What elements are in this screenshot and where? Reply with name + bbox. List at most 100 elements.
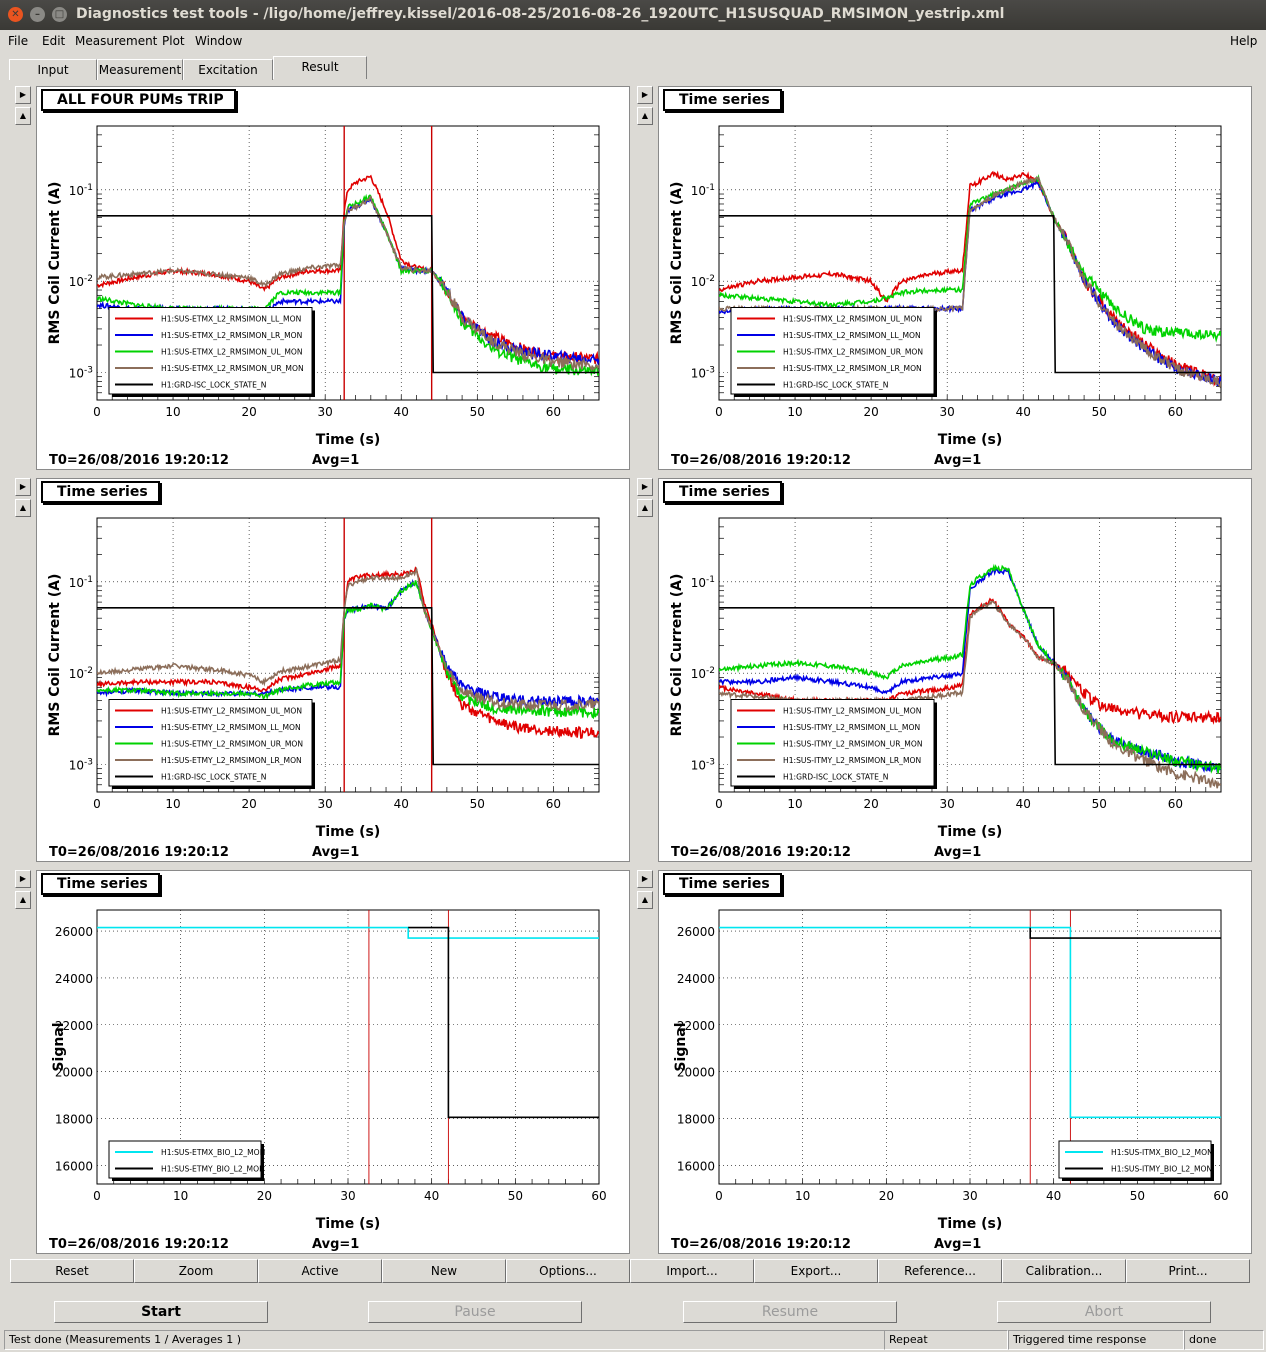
panel-1-collapse-button[interactable]: ▲ bbox=[15, 107, 31, 125]
rms-plot-itmy[interactable]: 0 10 20 30 40 50 60 10-3 10-2 10-1 Time (s) RMS Coi… bbox=[659, 479, 1251, 861]
y-axis-label: RMS Coil Current (A) bbox=[47, 574, 63, 737]
legend-entry: H1:SUS-ETMY_L2_RMSIMON_UL_MON bbox=[161, 707, 302, 716]
legend-entry: H1:SUS-ETMX_BIO_L2_MON bbox=[161, 1148, 265, 1157]
series-line-black bbox=[719, 607, 1221, 766]
x-tick-label: 60 bbox=[546, 405, 561, 419]
x-axis-label: Time (s) bbox=[938, 1216, 1002, 1232]
menu-file[interactable]: File bbox=[8, 34, 29, 48]
x-axis-label: Time (s) bbox=[316, 432, 380, 448]
panel-3-collapse-button[interactable]: ▲ bbox=[15, 499, 31, 517]
x-axis-label: Time (s) bbox=[938, 824, 1002, 840]
y-tick-label: 10-1 bbox=[69, 575, 93, 590]
tab-input[interactable]: Input bbox=[9, 59, 97, 80]
x-tick-label: 30 bbox=[940, 797, 955, 811]
legend-entry: H1:SUS-ITMX_L2_RMSIMON_LL_MON bbox=[783, 331, 921, 340]
menu-help[interactable]: Help bbox=[1230, 34, 1258, 48]
x-tick-label: 10 bbox=[787, 797, 802, 811]
x-tick-label: 20 bbox=[257, 1189, 272, 1203]
x-tick-label: 40 bbox=[1046, 1189, 1061, 1203]
status-mode: Repeat bbox=[884, 1330, 1008, 1350]
plot-panel-4[interactable]: 0 10 20 30 40 50 60 10-3 10-2 10-1 Time (s) RMS Coi… bbox=[658, 478, 1252, 862]
x-tick-label: 0 bbox=[715, 405, 723, 419]
panel-6-arrows: ▶ ▲ bbox=[637, 870, 653, 912]
rms-plot-etmx[interactable]: 0 10 20 30 40 50 60 10-3 10-2 10-1 Time (s) RMS Coi… bbox=[37, 87, 629, 469]
pause-button[interactable]: Pause bbox=[368, 1301, 582, 1323]
x-axis-label: Time (s) bbox=[938, 432, 1002, 448]
panel-2-expand-button[interactable]: ▶ bbox=[637, 86, 653, 104]
x-tick-label: 10 bbox=[787, 405, 802, 419]
menu-bar: File Edit Measurement Plot Window Help bbox=[0, 30, 1266, 52]
abort-button[interactable]: Abort bbox=[997, 1301, 1211, 1323]
reset-button[interactable]: Reset bbox=[10, 1259, 134, 1283]
panel-1-arrows: ▶ ▲ bbox=[15, 86, 31, 128]
calibration-button[interactable]: Calibration... bbox=[1002, 1259, 1126, 1283]
new-button[interactable]: New bbox=[382, 1259, 506, 1283]
panel-3-expand-button[interactable]: ▶ bbox=[15, 478, 31, 496]
legend-entry: H1:SUS-ITMX_L2_RMSIMON_UR_MON bbox=[783, 348, 923, 357]
series-line-black bbox=[97, 607, 599, 766]
minimize-window-button[interactable]: – bbox=[30, 7, 45, 22]
panel-2-collapse-button[interactable]: ▲ bbox=[637, 107, 653, 125]
avg-label: Avg=1 bbox=[312, 453, 360, 468]
close-window-button[interactable]: ✕ bbox=[8, 7, 23, 22]
plot-panel-1[interactable]: 0 10 20 30 40 50 60 10-3 10-2 10-1 Time (s) RMS Coi… bbox=[36, 86, 630, 470]
legend-entry: H1:SUS-ITMY_L2_RMSIMON_UR_MON bbox=[783, 740, 923, 749]
menu-window[interactable]: Window bbox=[195, 34, 243, 48]
panel-6-collapse-button[interactable]: ▲ bbox=[637, 891, 653, 909]
panel-4-expand-button[interactable]: ▶ bbox=[637, 478, 653, 496]
y-tick-label: 10-1 bbox=[691, 575, 715, 590]
legend-entry: H1:SUS-ITMX_L2_RMSIMON_UL_MON bbox=[783, 315, 922, 324]
title-bar: ✕ – □ Diagnostics test tools - /ligo/hom… bbox=[0, 0, 1266, 30]
legend-entry: H1:SUS-ETMX_L2_RMSIMON_LL_MON bbox=[161, 315, 301, 324]
options-button[interactable]: Options... bbox=[506, 1259, 630, 1283]
reference-button[interactable]: Reference... bbox=[878, 1259, 1002, 1283]
panel-1-expand-button[interactable]: ▶ bbox=[15, 86, 31, 104]
plot-panel-5[interactable]: 0 10 20 30 40 50 60 16000 18000 20000 22000 24000 26… bbox=[36, 870, 630, 1254]
active-button[interactable]: Active bbox=[258, 1259, 382, 1283]
rms-plot-itmx[interactable]: 0 10 20 30 40 50 60 10-3 10-2 10-1 Time (s) RMS Coi… bbox=[659, 87, 1251, 469]
series-line-black bbox=[1029, 927, 1221, 939]
y-tick-label: 10-3 bbox=[691, 758, 715, 773]
x-tick-label: 60 bbox=[1168, 797, 1183, 811]
y-tick-label: 22000 bbox=[677, 1019, 715, 1033]
rms-plot-etmy[interactable]: 0 10 20 30 40 50 60 10-3 10-2 10-1 Time (s) RMS Coi… bbox=[37, 479, 629, 861]
zoom-button[interactable]: Zoom bbox=[134, 1259, 258, 1283]
panel-6-expand-button[interactable]: ▶ bbox=[637, 870, 653, 888]
bio-plot-itm[interactable]: 0 10 20 30 40 50 60 16000 18000 20000 22000 24000 26… bbox=[659, 871, 1251, 1253]
series-line-cyan bbox=[719, 926, 1221, 1119]
panel-title: Time series bbox=[41, 873, 160, 895]
print-button[interactable]: Print... bbox=[1126, 1259, 1250, 1283]
legend-entry: H1:SUS-ETMX_L2_RMSIMON_UR_MON bbox=[161, 364, 304, 373]
menu-edit[interactable]: Edit bbox=[42, 34, 66, 48]
y-tick-label: 18000 bbox=[677, 1112, 715, 1126]
plot-panel-6[interactable]: 0 10 20 30 40 50 60 16000 18000 20000 22000 24000 26… bbox=[658, 870, 1252, 1254]
tab-measurement[interactable]: Measurement bbox=[97, 59, 183, 80]
panel-4-collapse-button[interactable]: ▲ bbox=[637, 499, 653, 517]
plot-panel-3[interactable]: 0 10 20 30 40 50 60 10-3 10-2 10-1 Time (s) RMS Coi… bbox=[36, 478, 630, 862]
menu-plot[interactable]: Plot bbox=[162, 34, 185, 48]
export-button[interactable]: Export... bbox=[754, 1259, 878, 1283]
y-tick-label: 16000 bbox=[677, 1159, 715, 1173]
menu-measurement[interactable]: Measurement bbox=[75, 34, 158, 48]
t0-label: T0=26/08/2016 19:20:12 bbox=[671, 453, 851, 468]
maximize-window-button[interactable]: □ bbox=[52, 7, 67, 22]
y-tick-label: 10-3 bbox=[69, 758, 93, 773]
x-axis-label: Time (s) bbox=[316, 824, 380, 840]
tab-result[interactable]: Result bbox=[273, 56, 367, 79]
plot-panel-2[interactable]: 0 10 20 30 40 50 60 10-3 10-2 10-1 Time (s) RMS Coi… bbox=[658, 86, 1252, 470]
y-axis-label: RMS Coil Current (A) bbox=[669, 574, 685, 737]
panel-5-expand-button[interactable]: ▶ bbox=[15, 870, 31, 888]
bio-plot-etm[interactable]: 0 10 20 30 40 50 60 16000 18000 20000 22000 24000 26… bbox=[37, 871, 629, 1253]
resume-button[interactable]: Resume bbox=[683, 1301, 897, 1323]
panel-5-collapse-button[interactable]: ▲ bbox=[15, 891, 31, 909]
x-tick-label: 50 bbox=[1092, 405, 1107, 419]
y-tick-label: 20000 bbox=[55, 1066, 93, 1080]
legend-entry: H1:SUS-ITMY_BIO_L2_MON bbox=[1111, 1165, 1212, 1174]
import-button[interactable]: Import... bbox=[630, 1259, 754, 1283]
x-tick-label: 50 bbox=[1130, 1189, 1145, 1203]
start-button[interactable]: Start bbox=[54, 1301, 268, 1323]
tab-excitation[interactable]: Excitation bbox=[183, 59, 273, 80]
x-tick-label: 50 bbox=[1092, 797, 1107, 811]
tab-bar: Input Measurement Excitation Result bbox=[0, 56, 1266, 80]
series-line-black bbox=[408, 926, 599, 1119]
